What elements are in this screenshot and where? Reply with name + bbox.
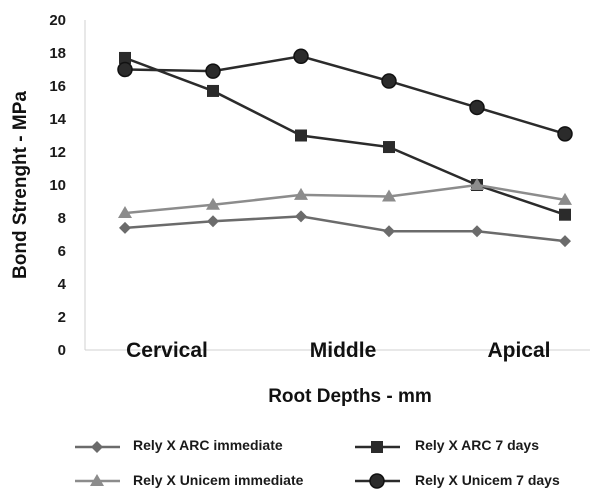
series-layer (117, 48, 573, 248)
series-line (124, 56, 566, 216)
y-axis-title: Bond Strenght - MPa (10, 91, 31, 279)
data-point (559, 208, 571, 221)
data-point (119, 221, 131, 234)
x-category-labels: Cervical Middle Apical (126, 339, 550, 362)
legend-label: Rely X Unicem immediate (133, 472, 304, 488)
y-tick-label: 8 (58, 210, 66, 227)
data-point (469, 99, 485, 116)
data-point (558, 192, 572, 205)
y-tick-label: 12 (49, 144, 66, 161)
data-point (559, 235, 571, 248)
data-point (383, 225, 395, 238)
y-tick-label: 4 (58, 276, 67, 293)
y-tick-label: 18 (49, 45, 66, 62)
y-tick-label: 0 (58, 342, 66, 359)
series-group (119, 210, 571, 248)
data-point (119, 51, 131, 64)
legend-marker (369, 473, 385, 489)
data-point (295, 210, 307, 223)
series-group (117, 48, 573, 142)
data-point (471, 225, 483, 238)
legend-item: Rely X ARC 7 days (355, 437, 539, 453)
data-point (381, 73, 397, 89)
y-tick-label: 6 (58, 243, 66, 260)
data-point (295, 129, 307, 142)
y-tick-label: 16 (49, 78, 66, 95)
x-axis-title: Root Depths - mm (268, 386, 432, 407)
legend: Rely X ARC immediate Rely X ARC 7 days Rel… (75, 437, 560, 489)
data-point (117, 61, 133, 78)
series-line (124, 183, 566, 215)
data-point (205, 63, 221, 79)
data-point (470, 178, 484, 190)
y-tick-label: 20 (49, 12, 66, 29)
data-point (557, 126, 573, 142)
y-tick-labels: 0 2 4 6 8 10 12 14 16 18 20 (49, 12, 66, 359)
legend-marker (371, 441, 383, 453)
y-tick-label: 10 (49, 177, 66, 194)
legend-label: Rely X Unicem 7 days (415, 472, 560, 488)
legend-marker (91, 441, 103, 453)
data-point (382, 189, 396, 202)
series-line (124, 55, 566, 136)
y-tick-label: 14 (49, 111, 66, 128)
legend-item: Rely X Unicem 7 days (355, 472, 560, 489)
x-category-label: Apical (487, 339, 550, 362)
data-point (207, 215, 219, 228)
x-category-label: Middle (310, 339, 377, 362)
series-line (124, 215, 566, 243)
legend-label: Rely X ARC 7 days (415, 437, 539, 453)
legend-item: Rely X ARC immediate (75, 437, 283, 453)
legend-label: Rely X ARC immediate (133, 437, 283, 453)
series-group (118, 178, 572, 219)
y-tick-label: 2 (58, 309, 66, 326)
data-point (294, 187, 308, 200)
data-point (206, 197, 220, 210)
data-point (207, 84, 219, 97)
data-point (293, 48, 309, 65)
data-point (383, 141, 395, 154)
legend-marker (90, 474, 104, 486)
x-category-label: Cervical (126, 339, 208, 362)
legend-item: Rely X Unicem immediate (75, 472, 304, 488)
data-point (118, 206, 132, 219)
